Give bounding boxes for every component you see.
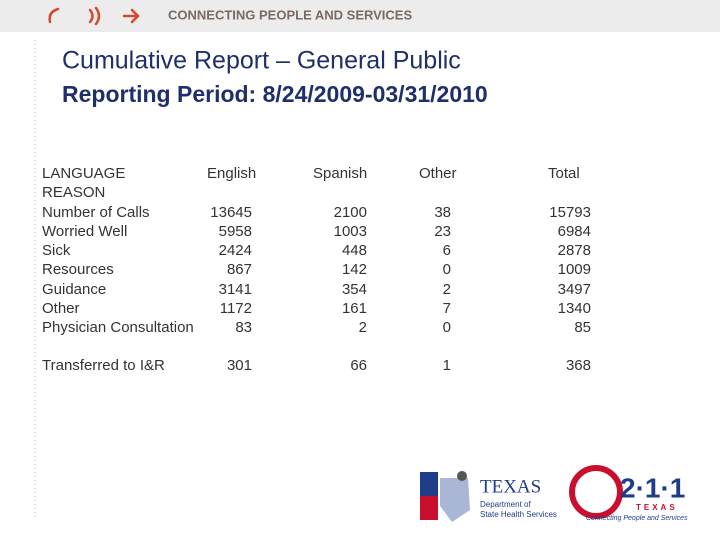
row-label: Worried Well xyxy=(42,223,127,240)
dshs-line2: State Health Services xyxy=(480,510,557,519)
header-band xyxy=(0,0,720,32)
cell-value: 354 xyxy=(342,281,367,298)
header-icons xyxy=(48,6,140,26)
cell-value: 85 xyxy=(574,319,591,336)
column-header: Total xyxy=(548,165,580,182)
cell-value: 3141 xyxy=(219,281,252,298)
subtitle: Reporting Period: 8/24/2009-03/31/2010 xyxy=(62,81,488,107)
two11-state: TEXAS xyxy=(636,503,678,512)
cell-value: 1340 xyxy=(558,300,591,317)
cell-value: 1172 xyxy=(220,300,252,317)
cell-value: 3497 xyxy=(558,281,591,298)
cell-value: 2 xyxy=(359,319,367,336)
row-label: Sick xyxy=(42,242,71,259)
tagline: CONNECTING PEOPLE AND SERVICES xyxy=(168,7,412,22)
column-header: Spanish xyxy=(313,165,367,182)
column-header: English xyxy=(207,165,256,182)
cell-value: 83 xyxy=(235,319,252,336)
row-label: Physician Consultation xyxy=(42,319,194,336)
cell-value: 2100 xyxy=(334,204,367,221)
cell-value: 0 xyxy=(443,319,451,336)
row-label: REASON xyxy=(42,184,105,201)
cell-value: 142 xyxy=(342,261,367,278)
cell-value: 2 xyxy=(443,281,451,298)
cell-value: 2878 xyxy=(558,242,591,259)
cell-value: 301 xyxy=(227,357,252,374)
cell-value: 6984 xyxy=(558,223,591,240)
cell-value: 1003 xyxy=(334,223,367,240)
row-label: Resources xyxy=(42,261,114,278)
cell-value: 23 xyxy=(434,223,451,240)
column-header: LANGUAGE xyxy=(42,165,125,182)
dshs-line1: Department of xyxy=(480,500,531,509)
row-label: Transferred to I&R xyxy=(42,357,165,374)
report-table: LANGUAGE English Spanish Other Total REASON Nu… xyxy=(42,165,591,374)
dshs-name: TEXAS xyxy=(480,476,541,497)
row-label: Other xyxy=(42,300,80,317)
cell-value: 13645 xyxy=(210,204,252,221)
cell-value: 867 xyxy=(227,261,252,278)
cell-value: 7 xyxy=(443,300,451,317)
cell-value: 38 xyxy=(434,204,451,221)
cell-value: 368 xyxy=(566,357,591,374)
row-label: Number of Calls xyxy=(42,204,150,221)
title: Cumulative Report – General Public xyxy=(62,47,461,75)
cell-value: 15793 xyxy=(549,204,591,221)
two11-name: 2·1·1 xyxy=(620,472,685,503)
cell-value: 448 xyxy=(342,242,367,259)
cell-value: 2424 xyxy=(219,242,252,259)
cell-value: 161 xyxy=(342,300,367,317)
column-header: Other xyxy=(419,165,457,182)
cell-value: 1009 xyxy=(558,261,591,278)
cell-value: 6 xyxy=(443,242,451,259)
cell-value: 66 xyxy=(350,357,367,374)
row-label: Guidance xyxy=(42,281,106,298)
dshs-logo: TEXAS Department of State Health Service… xyxy=(420,471,557,522)
cell-value: 0 xyxy=(443,261,451,278)
two11-logo: 2·1·1 TEXAS Connecting People and Servic… xyxy=(569,465,688,522)
cell-value: 1 xyxy=(443,357,451,374)
cell-value: 5958 xyxy=(219,223,252,240)
two11-tagline: Connecting People and Services xyxy=(586,515,688,522)
